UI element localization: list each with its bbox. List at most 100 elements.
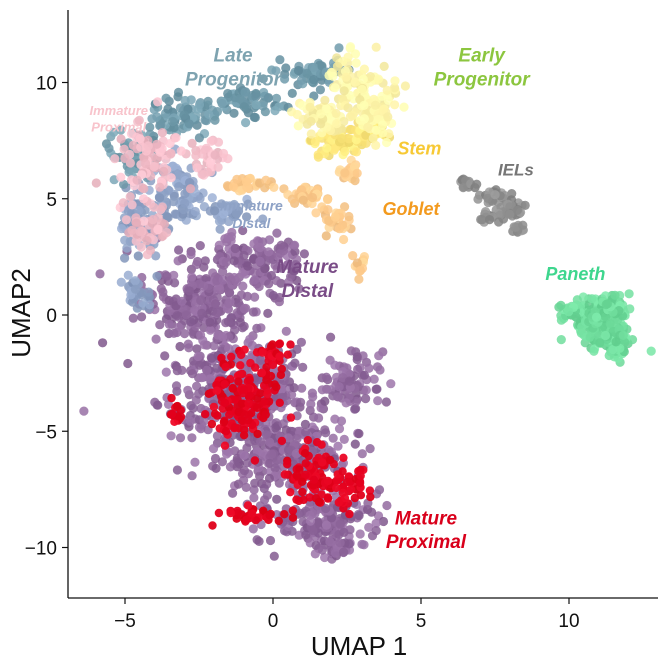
data-point [109,127,119,137]
data-point [357,539,367,549]
data-point [321,231,331,241]
data-point [332,476,341,485]
data-point [217,98,227,109]
data-point [250,292,260,302]
data-point [298,477,307,486]
data-point [245,391,254,400]
data-point [306,129,316,139]
data-point [341,398,351,408]
data-point [98,338,108,348]
data-point [210,299,221,309]
data-point [265,437,275,447]
y-axis-label: UMAP2 [6,268,36,358]
data-point [116,125,126,135]
data-point [379,61,389,71]
data-point [133,251,143,261]
data-point [184,286,194,296]
data-point [511,222,521,232]
data-point [248,509,257,518]
data-point [235,370,244,379]
data-point [313,152,323,162]
data-point [275,352,284,361]
data-point [234,407,243,417]
data-point [371,140,381,150]
data-point [195,360,205,370]
data-point [155,320,165,330]
data-point [220,398,230,408]
data-point [262,363,271,372]
data-point [236,290,246,300]
data-point [155,182,165,192]
data-point [346,485,356,494]
data-point [264,235,275,245]
data-point [589,346,599,356]
data-point [320,95,330,105]
data-point [280,74,290,84]
data-point [296,337,306,347]
data-point [317,440,326,449]
data-point [332,483,341,493]
y-tick-label: 10 [36,74,57,95]
data-point [110,154,120,164]
data-point [230,243,240,254]
data-point [224,298,234,309]
data-point [365,444,375,454]
data-point [591,312,602,322]
data-point [117,224,127,234]
data-point [215,224,225,234]
data-point [211,463,221,473]
data-point [168,197,179,207]
data-point [180,329,190,339]
data-point [458,183,468,193]
data-point [258,74,268,84]
data-point [142,236,152,246]
data-point [164,295,174,306]
data-point [390,100,400,110]
data-point [187,369,197,379]
data-point [282,396,292,406]
data-point [157,128,167,138]
data-point [239,304,249,314]
data-point [214,240,224,250]
data-point [120,253,130,263]
data-point [141,159,151,169]
data-point [352,168,362,178]
data-point [323,195,333,205]
data-point [194,279,204,289]
data-point [520,200,530,210]
data-point [214,508,224,518]
data-point [334,224,344,234]
data-point [314,413,324,423]
data-point [156,120,166,130]
data-point [608,344,618,355]
data-point [223,317,233,327]
y-tick-label: −5 [35,422,57,443]
data-point [79,406,89,416]
x-ticks: −5 0 5 10 [114,598,580,632]
data-point [277,364,286,374]
data-point [250,456,260,465]
data-point [359,100,369,110]
data-point [605,318,615,328]
data-point [311,540,321,551]
data-point [374,485,385,495]
data-point [250,275,260,285]
data-point [281,425,291,435]
data-point [381,397,391,407]
data-point [301,459,310,468]
data-point [283,460,292,469]
data-point [339,547,349,557]
data-point [646,346,656,356]
data-point [601,299,611,310]
data-point [181,310,191,320]
data-point [351,58,361,68]
data-point [610,290,620,300]
x-tick-label: 0 [268,611,279,632]
data-point [275,55,285,65]
cluster-mature-proximal-points [166,339,375,530]
data-point [371,518,381,528]
y-tick-label: 0 [46,306,57,327]
data-point [239,102,249,112]
data-point [221,362,230,372]
